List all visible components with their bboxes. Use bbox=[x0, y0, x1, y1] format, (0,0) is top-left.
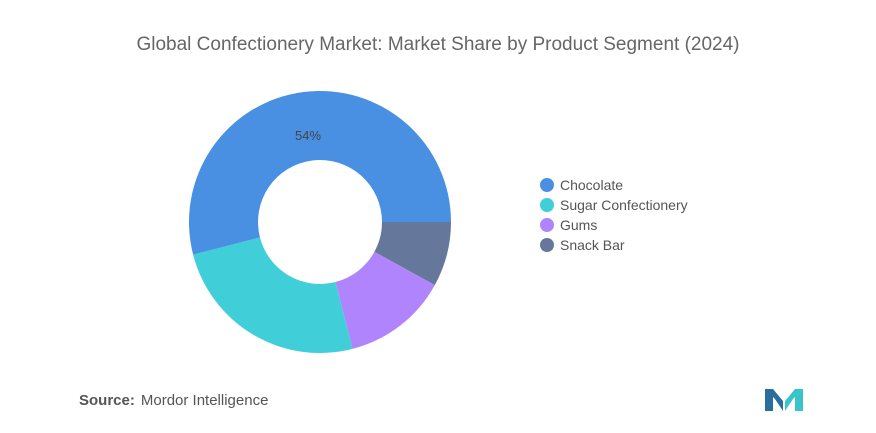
legend-label-sugar-confectionery: Sugar Confectionery bbox=[560, 197, 688, 213]
legend-dot-sugar-confectionery bbox=[540, 198, 554, 212]
source-line: Source: Mordor Intelligence bbox=[79, 392, 268, 409]
logo-left-stroke bbox=[765, 389, 783, 411]
legend-label-snack-bar: Snack Bar bbox=[560, 237, 625, 253]
slice-sugar-confectionery bbox=[193, 237, 353, 353]
slice-chocolate bbox=[188, 90, 451, 255]
legend-label-chocolate: Chocolate bbox=[560, 177, 624, 193]
logo-right-stroke bbox=[785, 389, 803, 411]
mordor-intelligence-logo-icon bbox=[765, 389, 803, 411]
legend-label-gums: Gums bbox=[560, 217, 598, 233]
donut-chart: 54% bbox=[188, 90, 451, 353]
legend-item-snack-bar: Snack Bar bbox=[540, 235, 688, 255]
source-value: Mordor Intelligence bbox=[140, 392, 269, 409]
data-label-chocolate: 54% bbox=[295, 128, 321, 143]
legend-dot-gums bbox=[540, 218, 554, 232]
legend-dot-snack-bar bbox=[540, 238, 554, 252]
legend-item-chocolate: Chocolate bbox=[540, 175, 688, 195]
legend-dot-chocolate bbox=[540, 178, 554, 192]
chart-title: Global Confectionery Market: Market Shar… bbox=[136, 34, 740, 55]
legend-item-gums: Gums bbox=[540, 215, 688, 235]
slice-gums bbox=[335, 251, 435, 349]
source-label: Source: bbox=[79, 392, 135, 409]
legend: Chocolate Sugar Confectionery Gums Snack… bbox=[540, 175, 688, 255]
slice-snack-bar bbox=[374, 222, 451, 286]
legend-item-sugar-confectionery: Sugar Confectionery bbox=[540, 195, 688, 215]
